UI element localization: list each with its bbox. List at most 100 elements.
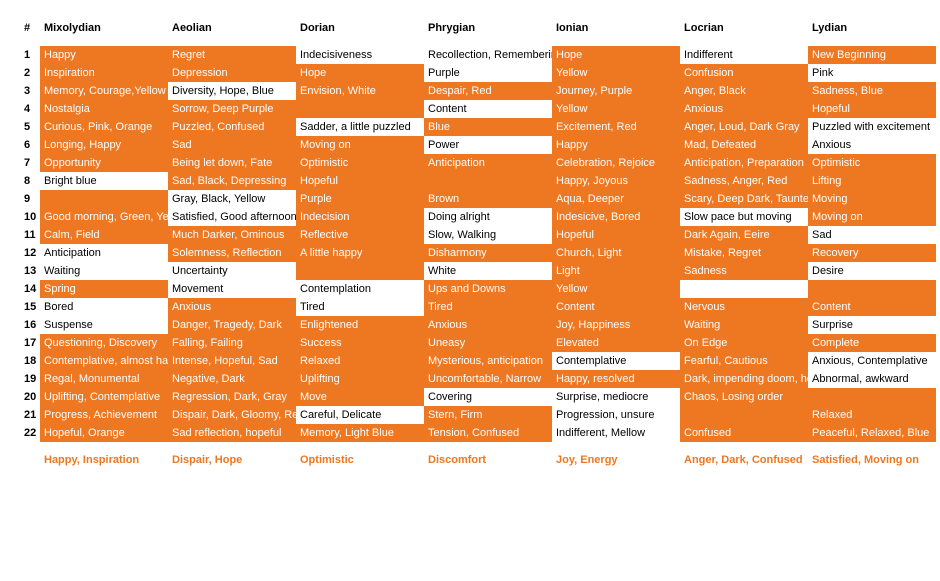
summary-phrygian: Discomfort xyxy=(424,442,552,468)
mode-cell: Confused xyxy=(680,424,808,442)
mode-cell: Optimistic xyxy=(808,154,936,172)
row-number: 19 xyxy=(20,370,40,388)
row-number: 1 xyxy=(20,46,40,64)
summary-locrian: Anger, Dark, Confused xyxy=(680,442,808,468)
table-row: 8Bright blueSad, Black, DepressingHopefu… xyxy=(20,172,936,190)
mode-cell xyxy=(808,280,936,298)
mode-cell: Regret xyxy=(168,46,296,64)
row-number: 5 xyxy=(20,118,40,136)
mode-cell: Aqua, Deeper xyxy=(552,190,680,208)
mode-cell xyxy=(296,262,424,280)
table-row: 14SpringMovementContemplationUps and Dow… xyxy=(20,280,936,298)
mode-cell: Lifting xyxy=(808,172,936,190)
mode-cell: Satisfied, Good afternoon xyxy=(168,208,296,226)
row-number: 10 xyxy=(20,208,40,226)
mode-cell: Happy xyxy=(40,46,168,64)
mode-cell: Careful, Delicate xyxy=(296,406,424,424)
mode-cell: Pink xyxy=(808,64,936,82)
mode-cell: Tension, Confused xyxy=(424,424,552,442)
summary-aeolian: Dispair, Hope xyxy=(168,442,296,468)
mode-cell: Much Darker, Ominous xyxy=(168,226,296,244)
table-row: 1HappyRegretIndecisivenessRecollection, … xyxy=(20,46,936,64)
mode-cell: Happy, resolved xyxy=(552,370,680,388)
header-dorian: Dorian xyxy=(296,20,424,46)
mode-cell: Envision, White xyxy=(296,82,424,100)
row-number: 16 xyxy=(20,316,40,334)
mode-cell: Anger, Black xyxy=(680,82,808,100)
mode-cell: Yellow xyxy=(552,100,680,118)
mode-cell: Sad xyxy=(168,136,296,154)
mode-cell xyxy=(296,100,424,118)
summary-row: Happy, Inspiration Dispair, Hope Optimis… xyxy=(20,442,936,468)
mode-cell: Questioning, Discovery xyxy=(40,334,168,352)
row-number: 8 xyxy=(20,172,40,190)
mode-cell: Blue xyxy=(424,118,552,136)
table-row: 18Contemplative, almost happyIntense, Ho… xyxy=(20,352,936,370)
mode-cell xyxy=(808,388,936,406)
row-number: 18 xyxy=(20,352,40,370)
table-row: 11Calm, FieldMuch Darker, OminousReflect… xyxy=(20,226,936,244)
table-row: 15BoredAnxiousTiredTiredContentNervousCo… xyxy=(20,298,936,316)
summary-ionian: Joy, Energy xyxy=(552,442,680,468)
mode-cell: Ups and Downs xyxy=(424,280,552,298)
mode-cell: A little happy xyxy=(296,244,424,262)
mode-cell: Opportunity xyxy=(40,154,168,172)
mode-cell: Movement xyxy=(168,280,296,298)
mode-cell: Contemplation xyxy=(296,280,424,298)
mode-cell: Puzzled with excitement xyxy=(808,118,936,136)
mode-cell: Regal, Monumental xyxy=(40,370,168,388)
table-row: 9Gray, Black, YellowPurpleBrownAqua, Dee… xyxy=(20,190,936,208)
mode-cell: Confusion xyxy=(680,64,808,82)
mode-cell: Chaos, Losing order xyxy=(680,388,808,406)
row-number: 20 xyxy=(20,388,40,406)
table-body: 1HappyRegretIndecisivenessRecollection, … xyxy=(20,46,936,442)
row-number: 14 xyxy=(20,280,40,298)
row-number: 21 xyxy=(20,406,40,424)
table-row: 4NostalgiaSorrow, Deep PurpleContentYell… xyxy=(20,100,936,118)
mode-cell: Moving on xyxy=(808,208,936,226)
mode-cell: Being let down, Fate xyxy=(168,154,296,172)
mode-cell: Success xyxy=(296,334,424,352)
header-row: # Mixolydian Aeolian Dorian Phrygian Ion… xyxy=(20,20,936,46)
mode-cell: Anticipation, Preparation xyxy=(680,154,808,172)
mode-cell: Dispair, Dark, Gloomy, Relief xyxy=(168,406,296,424)
mode-cell: Solemness, Reflection xyxy=(168,244,296,262)
mode-cell: Suspense xyxy=(40,316,168,334)
row-number: 2 xyxy=(20,64,40,82)
header-mixolydian: Mixolydian xyxy=(40,20,168,46)
mode-cell: Curious, Pink, Orange xyxy=(40,118,168,136)
mode-cell: Indesicive, Bored xyxy=(552,208,680,226)
mode-cell: Anxious xyxy=(808,136,936,154)
mode-cell: Bright blue xyxy=(40,172,168,190)
table-row: 21Progress, AchievementDispair, Dark, Gl… xyxy=(20,406,936,424)
mode-cell: On Edge xyxy=(680,334,808,352)
mode-cell: Doing alright xyxy=(424,208,552,226)
mode-cell: Mysterious, anticipation xyxy=(424,352,552,370)
table-row: 19Regal, MonumentalNegative, DarkUplifti… xyxy=(20,370,936,388)
row-number: 4 xyxy=(20,100,40,118)
table-row: 20Uplifting, ContemplativeRegression, Da… xyxy=(20,388,936,406)
mode-cell: Happy, Joyous xyxy=(552,172,680,190)
mode-cell: Celebration, Rejoice xyxy=(552,154,680,172)
mode-cell: Indifferent, Mellow xyxy=(552,424,680,442)
row-number: 6 xyxy=(20,136,40,154)
mode-cell: Recovery xyxy=(808,244,936,262)
mode-cell: New Beginning xyxy=(808,46,936,64)
mode-cell: Surprise, mediocre xyxy=(552,388,680,406)
mode-cell: Purple xyxy=(424,64,552,82)
row-number: 13 xyxy=(20,262,40,280)
mode-cell: Uplifting, Contemplative xyxy=(40,388,168,406)
mode-cell: Scary, Deep Dark, Taunted xyxy=(680,190,808,208)
mode-cell: White xyxy=(424,262,552,280)
table-row: 10Good morning, Green, YellowSatisfied, … xyxy=(20,208,936,226)
mode-cell: Spring xyxy=(40,280,168,298)
mode-cell: Nostalgia xyxy=(40,100,168,118)
mode-cell: Complete xyxy=(808,334,936,352)
mode-cell: Good morning, Green, Yellow xyxy=(40,208,168,226)
mode-cell: Uncomfortable, Narrow xyxy=(424,370,552,388)
mode-cell: Light xyxy=(552,262,680,280)
mode-cell: Uplifting xyxy=(296,370,424,388)
mode-cell: Puzzled, Confused xyxy=(168,118,296,136)
mode-cell: Slow, Walking xyxy=(424,226,552,244)
row-number: 3 xyxy=(20,82,40,100)
